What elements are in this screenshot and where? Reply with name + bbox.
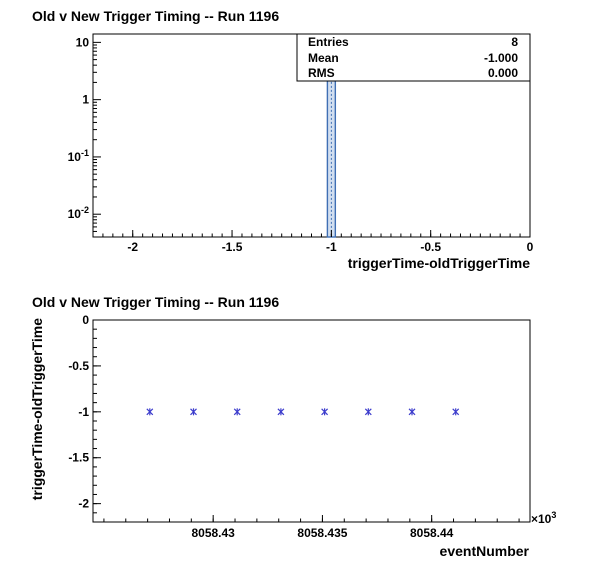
- y-tick-label: 10-2: [68, 205, 89, 221]
- stats-box: Entries 8 Mean -1.000 RMS 0.000: [296, 33, 531, 82]
- y-tick-label: -0.5: [68, 359, 89, 373]
- histogram-x-label: triggerTime-oldTriggerTime: [348, 255, 531, 271]
- y-tick-label: -1.5: [68, 451, 89, 465]
- stats-rms-label: RMS: [308, 66, 335, 80]
- scatter-y-axis: 0 -0.5 -1 -1.5 -2: [68, 313, 101, 523]
- stats-entries-label: Entries: [308, 35, 349, 49]
- stats-entries-value: 8: [511, 35, 518, 49]
- stats-box-frame: [296, 33, 531, 82]
- x-tick-label: 8058.44: [410, 526, 454, 540]
- x-tick-label: 8058.435: [297, 526, 347, 540]
- x-multiplier-base: ×10: [531, 512, 552, 526]
- y-tick-label: 10: [76, 35, 90, 49]
- x-tick-label: -2: [127, 240, 138, 254]
- scatter-point: [233, 408, 241, 416]
- x-tick-label: 8058.43: [191, 526, 235, 540]
- histogram-panel: Old v New Trigger Timing -- Run 1196 -2-…: [32, 8, 534, 271]
- stats-rms-value: 0.000: [488, 66, 518, 80]
- histogram-y-axis: 10 1 10-1 10-2: [68, 35, 101, 238]
- x-tick-label: -1.5: [222, 240, 243, 254]
- x-tick-label: -1: [326, 240, 337, 254]
- stats-mean-value: -1.000: [484, 51, 518, 65]
- scatter-point: [277, 408, 285, 416]
- histogram-title: Old v New Trigger Timing -- Run 1196: [32, 8, 279, 24]
- scatter-point: [364, 408, 372, 416]
- stats-mean-label: Mean: [308, 51, 339, 65]
- scatter-x-label: eventNumber: [440, 543, 530, 559]
- y-tick-label: 1: [82, 93, 89, 107]
- scatter-point: [408, 408, 416, 416]
- y-tick-label: 0: [82, 313, 89, 327]
- scatter-point: [190, 408, 197, 416]
- x-multiplier-exponent: 3: [551, 510, 556, 520]
- scatter-point: [452, 408, 460, 416]
- scatter-y-label: triggerTime-oldTriggerTime: [29, 318, 45, 501]
- x-tick-label: -0.5: [420, 240, 441, 254]
- scatter-frame: [92, 319, 531, 523]
- scatter-points: [146, 408, 460, 416]
- x-multiplier: ×103: [531, 510, 556, 526]
- scatter-point: [321, 408, 329, 416]
- y-tick-label: -2: [78, 497, 89, 511]
- scatter-panel: Old v New Trigger Timing -- Run 1196 805…: [29, 294, 556, 559]
- scatter-point: [146, 408, 154, 416]
- y-tick-label: 10-1: [68, 148, 89, 164]
- y-tick-label: -1: [78, 405, 89, 419]
- scatter-title: Old v New Trigger Timing -- Run 1196: [32, 294, 279, 310]
- histogram-x-axis: -2 -1.5 -1 -0.5 0: [92, 230, 534, 254]
- x-tick-label: 0: [527, 240, 534, 254]
- scatter-x-axis: 8058.43 8058.435 8058.44: [103, 515, 520, 540]
